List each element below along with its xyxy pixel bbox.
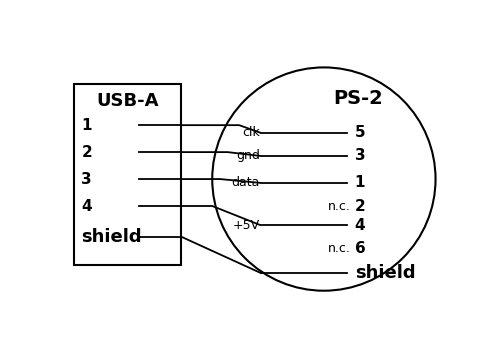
Text: 5: 5 xyxy=(355,125,365,140)
Text: 3: 3 xyxy=(81,172,92,187)
Text: USB-A: USB-A xyxy=(96,92,159,110)
Text: shield: shield xyxy=(81,228,142,246)
Text: data: data xyxy=(232,176,260,189)
Text: 1: 1 xyxy=(355,175,365,190)
Text: shield: shield xyxy=(355,264,415,282)
Text: 3: 3 xyxy=(355,148,365,163)
Text: PS-2: PS-2 xyxy=(334,89,383,108)
Text: 1: 1 xyxy=(81,118,92,133)
Text: n.c.: n.c. xyxy=(328,199,351,212)
Text: 2: 2 xyxy=(355,198,365,214)
Bar xyxy=(74,84,182,265)
Text: 4: 4 xyxy=(355,218,365,233)
Text: gnd: gnd xyxy=(236,149,260,162)
Text: clk: clk xyxy=(242,126,260,139)
Text: +5V: +5V xyxy=(233,219,260,232)
Text: 4: 4 xyxy=(81,198,92,214)
Text: 2: 2 xyxy=(81,145,92,160)
Text: 6: 6 xyxy=(355,241,365,256)
Text: n.c.: n.c. xyxy=(328,242,351,255)
